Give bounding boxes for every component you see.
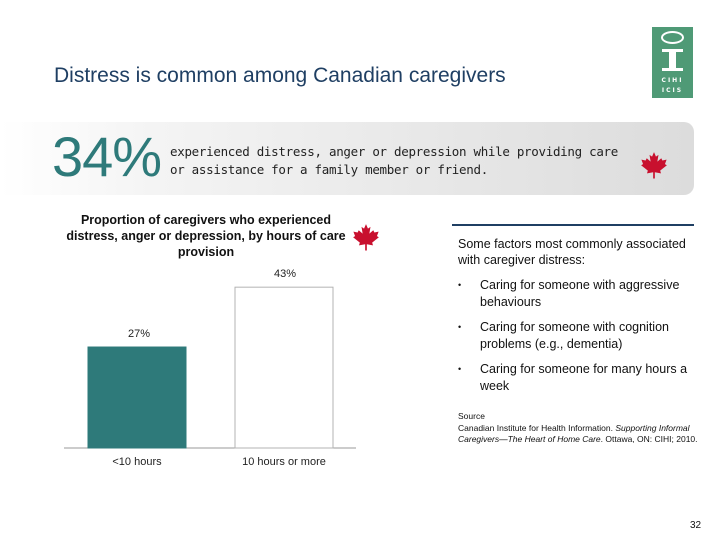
headline-text: experienced distress, anger or depressio… <box>170 144 618 177</box>
data-label: 27% <box>128 328 150 340</box>
logo-bar-bottom <box>662 68 683 71</box>
page-number: 32 <box>690 520 702 531</box>
source-label: Source <box>458 411 485 421</box>
x-tick-label: <10 hours <box>112 456 162 468</box>
maple-leaf-icon <box>352 223 380 251</box>
logo-text-line2: ICIS <box>661 87 684 94</box>
bullet-icon: • <box>458 280 462 290</box>
slide-title: Distress is common among Canadian caregi… <box>54 64 506 87</box>
logo-ring <box>661 31 684 44</box>
chart-title: Proportion of caregivers who experienced… <box>66 213 346 259</box>
source-note: Source Canadian Institute for Health Inf… <box>458 411 708 446</box>
factors-divider <box>452 224 694 226</box>
logo-bar-stem <box>669 52 676 68</box>
cihi-logo: CIHI ICIS <box>652 27 693 98</box>
maple-leaf-icon <box>640 151 668 179</box>
factor-text: Caring for someone for many hours a week <box>480 362 688 393</box>
headline-band <box>0 122 694 195</box>
headline-stat: 34% <box>52 125 162 188</box>
factor-text: Caring for someone with cognition proble… <box>480 320 669 351</box>
x-tick-label: 10 hours or more <box>242 456 326 468</box>
bullet-icon: • <box>458 364 462 374</box>
logo-bar-top <box>662 49 683 52</box>
factor-item: • Caring for someone with cognition prob… <box>458 319 698 352</box>
data-label: 43% <box>274 268 296 280</box>
source-publication: Ottawa, ON: CIHI; 2010. <box>605 434 698 444</box>
bullet-icon: • <box>458 322 462 332</box>
factor-item: • Caring for someone with aggressive beh… <box>458 277 698 310</box>
source-citation: Canadian Institute for Health Informatio… <box>458 422 698 445</box>
factor-item: • Caring for someone for many hours a we… <box>458 361 698 394</box>
factor-text: Caring for someone with aggressive behav… <box>480 278 680 309</box>
source-publisher: Canadian Institute for Health Informatio… <box>458 422 613 433</box>
logo-text-line1: CIHI <box>661 77 684 84</box>
bar <box>87 346 187 449</box>
bar <box>234 286 334 449</box>
factors-intro: Some factors most commonly associated wi… <box>458 237 686 267</box>
source-title: Supporting Informal Caregivers—The Heart… <box>458 422 690 445</box>
